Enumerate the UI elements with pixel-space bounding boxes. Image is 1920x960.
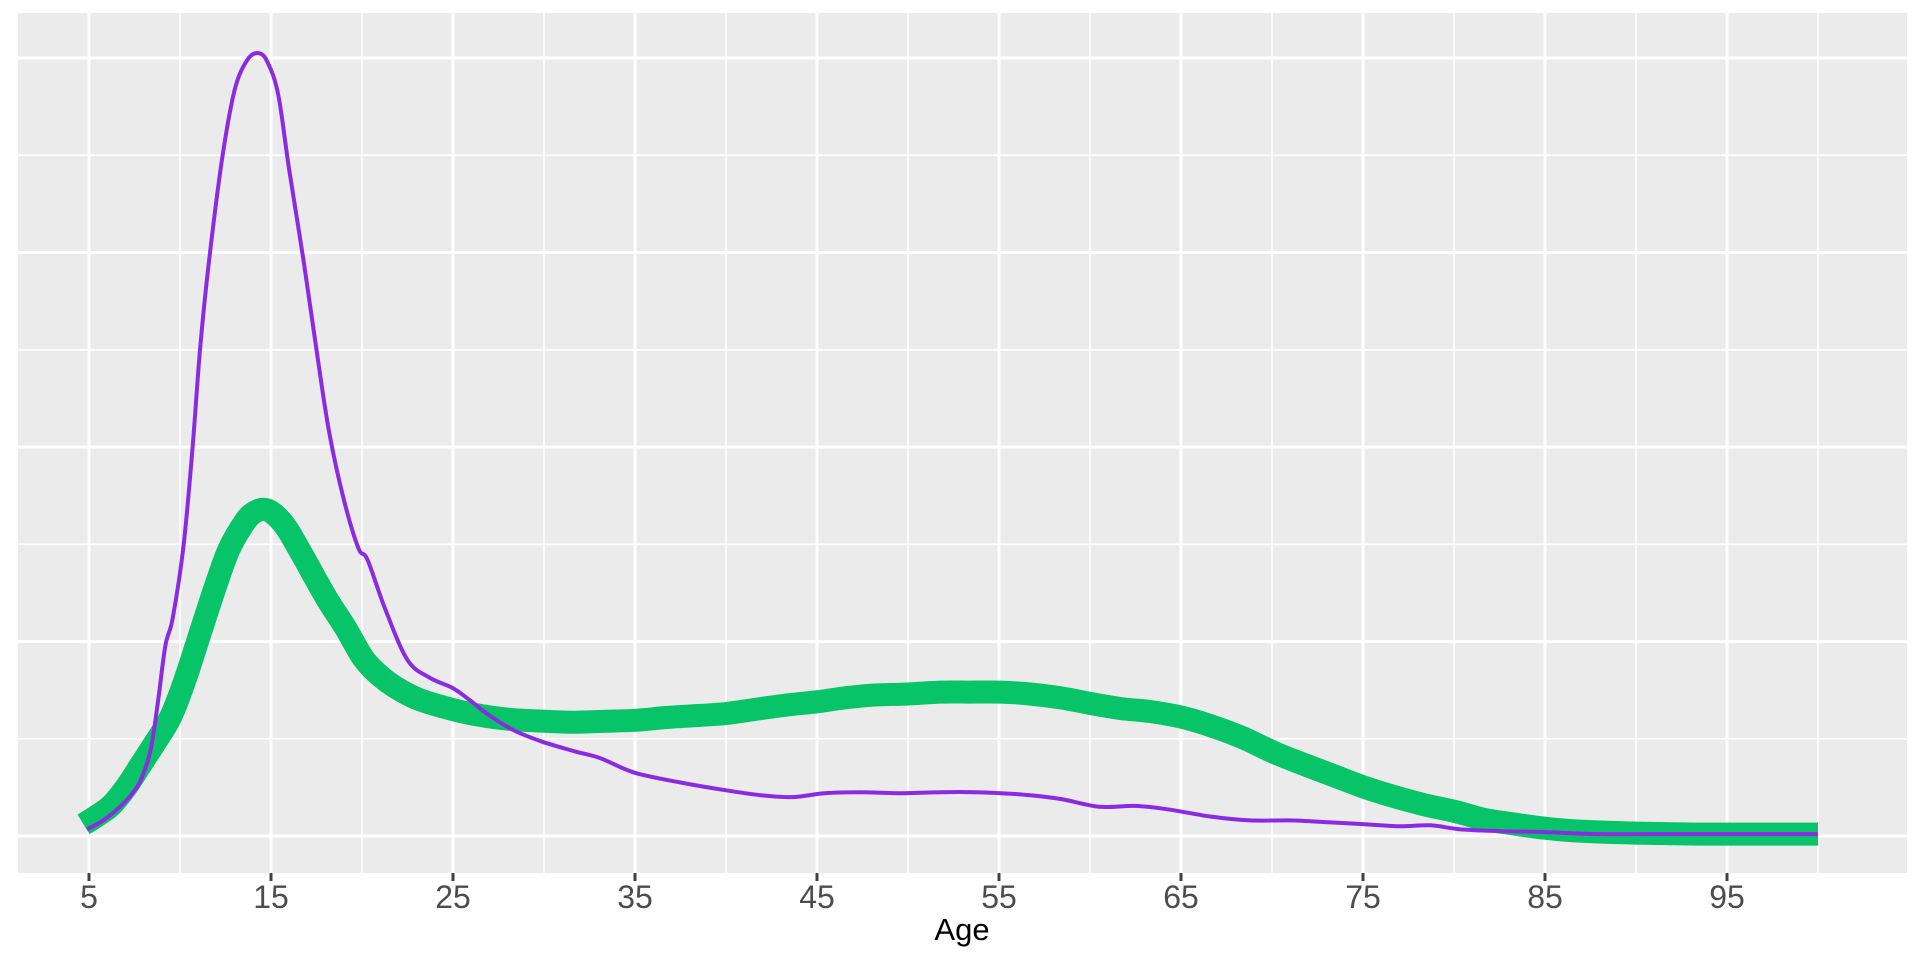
x-tick-label-85: 85	[1527, 879, 1563, 915]
minor-gridlines	[18, 13, 1907, 873]
x-tick-label-35: 35	[617, 879, 653, 915]
x-axis-tick-labels: 5 15 25 35 45 55 65 75 85 95	[80, 879, 1745, 915]
x-tick-label-55: 55	[981, 879, 1017, 915]
x-tick-label-25: 25	[435, 879, 471, 915]
x-tick-label-75: 75	[1345, 879, 1381, 915]
density-curves	[77, 51, 1818, 846]
plot-panel-background	[18, 13, 1907, 873]
x-axis-title: Age	[934, 912, 989, 947]
x-tick-label-95: 95	[1709, 879, 1745, 915]
x-tick-label-45: 45	[799, 879, 835, 915]
x-tick-label-15: 15	[253, 879, 289, 915]
x-axis-tick-marks	[87, 873, 1729, 881]
x-tick-label-5: 5	[80, 879, 98, 915]
x-tick-label-65: 65	[1163, 879, 1199, 915]
density-curve-green-thick-density	[77, 497, 1818, 846]
density-curve-purple-thin-density	[86, 51, 1818, 837]
